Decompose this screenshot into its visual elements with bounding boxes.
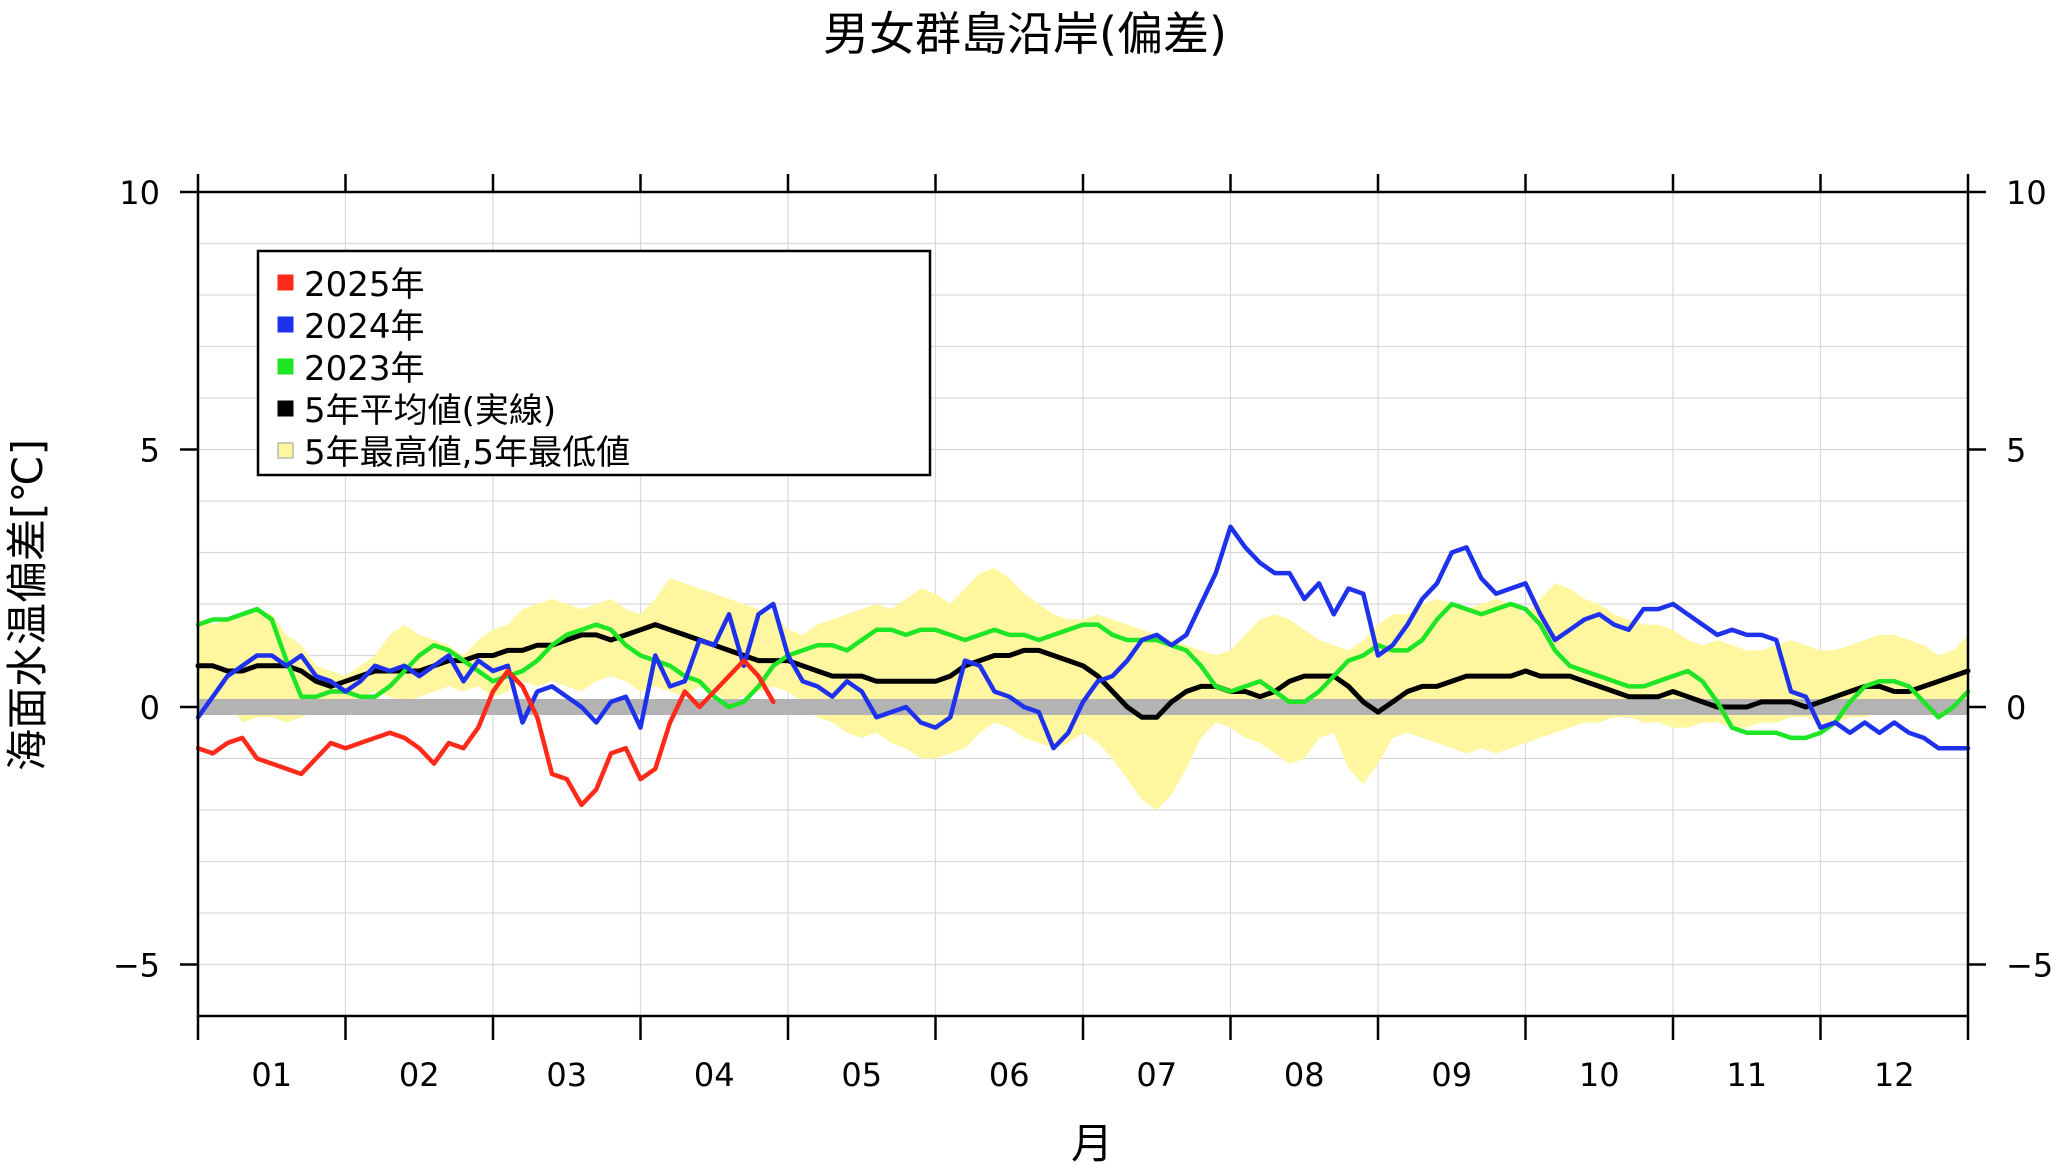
legend-swatch [277, 358, 294, 375]
x-tick-label: 02 [399, 1056, 440, 1094]
y-tick-label-left: −5 [113, 947, 160, 985]
legend-label: 5年平均値(実線) [304, 391, 556, 431]
series-line-s2025 [195, 658, 776, 808]
y-tick-label-right: 10 [2006, 174, 2047, 212]
x-tick-label: 01 [251, 1056, 292, 1094]
y-tick-label-left: 0 [140, 689, 160, 727]
x-axis-label: 月 [1071, 1119, 1113, 1166]
legend-label: 2024年 [304, 307, 425, 347]
series-line-s2024 [195, 524, 1971, 751]
legend-label: 5年最高値,5年最低値 [304, 433, 630, 473]
y-axis-label: 海面水温偏差[℃] [3, 439, 52, 771]
axes: 10 10 5 5 0 0 −5 −5 01 02 03 04 05 06 07 08 09 10 11 12 [113, 174, 2051, 1094]
y-tick-label-left: 5 [140, 432, 160, 470]
x-tick-label: 11 [1726, 1056, 1767, 1094]
legend-box [256, 249, 932, 477]
legend-swatch [277, 442, 294, 459]
series-lines [195, 524, 1971, 808]
x-tick-label: 10 [1579, 1056, 1620, 1094]
x-tick-label: 12 [1874, 1056, 1915, 1094]
legend-swatch [277, 274, 294, 291]
x-tick-label: 03 [546, 1056, 587, 1094]
legend-swatch [277, 316, 294, 333]
x-tick-label: 06 [989, 1056, 1030, 1094]
chart-title: 男女群島沿岸(偏差) [823, 7, 1227, 61]
legend-swatch [277, 400, 294, 417]
y-tick-label-right: 0 [2006, 689, 2026, 727]
y-tick-label-right: −5 [2006, 947, 2051, 985]
x-tick-label: 09 [1431, 1056, 1472, 1094]
series-line-mean [195, 622, 1971, 720]
series-line-s2023 [195, 601, 1971, 741]
x-tick-label: 08 [1284, 1056, 1325, 1094]
legend-label: 2023年 [304, 349, 425, 389]
legend-label: 2025年 [304, 265, 425, 305]
y-tick-label-right: 5 [2006, 432, 2026, 470]
x-tick-label: 05 [841, 1056, 882, 1094]
x-tick-label: 07 [1136, 1056, 1177, 1094]
x-tick-label: 04 [694, 1056, 735, 1094]
y-tick-label-left: 10 [119, 174, 160, 212]
